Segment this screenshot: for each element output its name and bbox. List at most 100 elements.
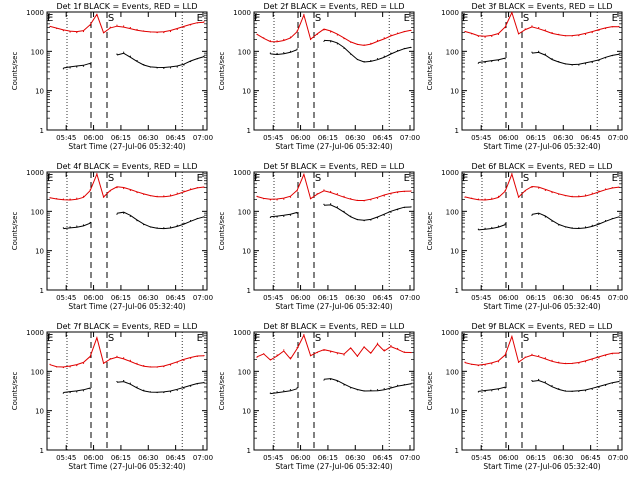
x-tick-label: 07:00	[193, 134, 213, 142]
chart-panel-6: Det 6f BLACK = Events, RED = LLD 1 10 100 10…	[426, 162, 628, 311]
series-line-lld	[49, 172, 205, 201]
data-point-events	[598, 386, 600, 389]
data-point-events	[605, 220, 607, 222]
data-point-lld	[269, 40, 271, 42]
data-point-lld	[558, 361, 560, 363]
data-point-lld	[296, 190, 298, 192]
y-tick-label: 1	[40, 287, 44, 295]
data-point-events	[551, 220, 553, 222]
data-point-events	[356, 58, 359, 61]
y-tick-label: 100	[31, 48, 44, 56]
data-point-lld	[263, 353, 265, 355]
data-point-events	[611, 382, 613, 384]
data-point-events	[497, 225, 500, 227]
data-point-lld	[403, 190, 405, 193]
data-point-lld	[477, 364, 479, 367]
x-tick-label: 05:45	[471, 294, 491, 302]
y-axis-label: Counts/sec	[426, 212, 434, 251]
data-point-lld	[256, 195, 258, 197]
data-point-events	[363, 220, 365, 222]
data-point-lld	[203, 355, 205, 357]
data-point-lld	[343, 38, 345, 40]
data-point-lld	[363, 44, 365, 46]
data-point-events	[289, 214, 292, 216]
series-line-events	[270, 204, 412, 221]
y-tick-label: 10	[35, 88, 44, 96]
data-point-lld	[591, 192, 593, 194]
data-point-events	[350, 215, 352, 217]
interval-marker-e: E	[197, 173, 203, 184]
data-point-events	[156, 67, 158, 69]
data-point-events	[323, 40, 325, 42]
interval-marker-s: S	[523, 13, 529, 24]
data-point-lld	[269, 358, 271, 361]
data-point-events	[390, 52, 392, 54]
x-tick-label: 06:45	[373, 454, 393, 462]
plot-frame	[253, 171, 415, 291]
data-point-lld	[96, 173, 98, 175]
data-point-events	[116, 53, 118, 55]
data-point-events	[591, 388, 593, 390]
data-point-lld	[129, 189, 131, 192]
data-point-lld	[383, 195, 385, 197]
data-point-lld	[269, 199, 271, 201]
data-point-lld	[76, 31, 78, 34]
x-axis-label: Start Time (27-Jul-06 05:32:40)	[68, 302, 185, 311]
data-point-lld	[309, 198, 312, 200]
data-point-lld	[129, 359, 131, 361]
data-point-lld	[544, 189, 546, 192]
data-point-events	[578, 227, 580, 229]
data-point-lld	[143, 364, 145, 367]
x-tick-label: 06:00	[498, 294, 518, 302]
data-point-events	[62, 227, 64, 229]
x-tick-label: 07:00	[608, 134, 628, 142]
data-point-lld	[591, 31, 593, 34]
y-tick-label: 10	[450, 408, 459, 416]
x-tick-label: 06:45	[581, 294, 601, 302]
chart-title: Det 8f BLACK = Events, RED = LLD	[263, 322, 404, 331]
y-tick-label: 1000	[233, 9, 251, 17]
data-point-lld	[598, 357, 600, 359]
data-point-events	[82, 224, 85, 226]
data-point-lld	[183, 190, 185, 192]
data-point-lld	[123, 25, 125, 27]
data-point-events	[571, 64, 573, 66]
data-point-events	[584, 226, 587, 228]
data-point-lld	[363, 200, 365, 202]
data-point-lld	[591, 359, 593, 361]
data-point-events	[76, 391, 78, 393]
data-point-events	[397, 49, 399, 52]
interval-marker-e: E	[404, 333, 410, 344]
data-point-lld	[336, 193, 338, 195]
data-point-events	[584, 390, 587, 392]
data-point-events	[370, 219, 372, 221]
data-point-lld	[76, 197, 78, 199]
data-point-lld	[176, 192, 178, 194]
data-point-events	[116, 213, 118, 215]
data-point-events	[544, 53, 546, 55]
data-point-lld	[190, 188, 192, 190]
data-point-lld	[96, 13, 98, 16]
data-point-lld	[578, 362, 580, 364]
data-point-lld	[538, 187, 540, 189]
data-point-lld	[56, 366, 58, 368]
y-tick-label: 10	[242, 88, 251, 96]
data-point-lld	[323, 29, 325, 31]
data-point-lld	[330, 31, 332, 33]
data-point-lld	[564, 195, 567, 197]
series-line-lld	[256, 13, 412, 46]
data-point-events	[163, 391, 165, 394]
data-point-events	[477, 391, 479, 393]
data-point-events	[383, 214, 385, 216]
x-tick-label: 06:45	[166, 134, 186, 142]
plot-frame	[46, 171, 208, 291]
data-point-events	[578, 390, 580, 392]
data-point-events	[62, 392, 64, 394]
y-tick-label: 1000	[441, 169, 459, 177]
x-axis-label: Start Time (27-Jul-06 05:32:40)	[483, 302, 600, 311]
interval-marker-e: E	[462, 13, 468, 24]
y-tick-label: 1	[247, 127, 251, 135]
x-tick-label: 06:00	[290, 454, 310, 462]
data-point-lld	[309, 38, 312, 41]
data-point-lld	[584, 33, 587, 35]
